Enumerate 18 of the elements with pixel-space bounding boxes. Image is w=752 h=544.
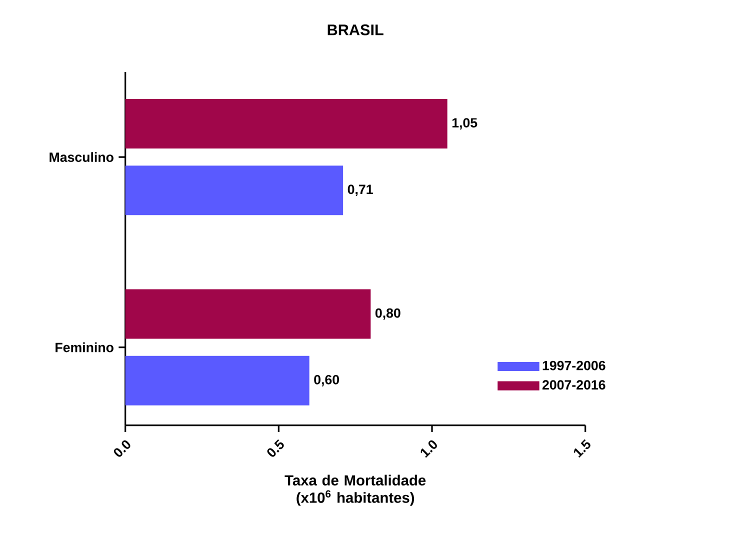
data-label: 0,71 [348,184,373,196]
x-tick-label: 0.0 [114,440,130,457]
chart-title: BRASIL [328,24,384,36]
x-axis-title: Taxa de Mortalidade (x10$^{6}$ habitantes) [284,474,426,506]
bar [125,99,448,148]
legend-label: 1997-2006 [542,360,606,370]
y-tick-label: Feminino [56,342,114,352]
x-tick-label: 1.5 [574,439,590,458]
x-tick-label: 0.5 [267,439,284,457]
data-label: 0,80 [375,308,400,320]
x-tick-label: 1.0 [420,440,437,458]
bar [125,289,371,339]
y-tick-label: Masculino [50,152,114,162]
legend-label: 2007-2016 [542,380,606,390]
data-label: 0,60 [314,374,340,386]
data-label: 1,05 [452,118,478,130]
bar [125,166,344,216]
bar [125,356,310,406]
